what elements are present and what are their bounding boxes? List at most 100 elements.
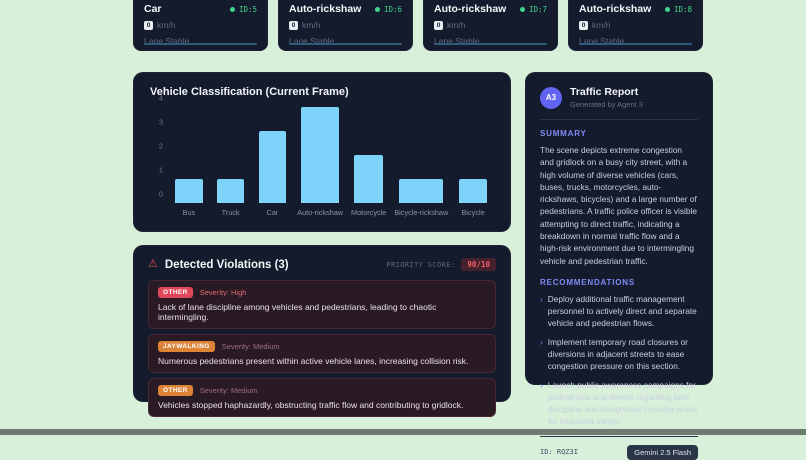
speed-gauge-icon: 0 (434, 20, 443, 30)
violation-type-badge: JAYWALKING (158, 341, 215, 352)
x-tick-label: Truck (221, 208, 240, 217)
x-tick-label: Car (266, 208, 279, 217)
violation-type-badge: OTHER (158, 287, 193, 298)
vehicle-id: ID:5 (238, 4, 257, 14)
y-tick-label: 2 (158, 141, 163, 151)
traffic-report-panel: A3 Traffic Report Generated by Agent 3 S… (525, 72, 713, 460)
tracking-status-dot (519, 6, 525, 12)
violation-row: OTHER Severity: High Lack of lane discipli… (148, 280, 496, 329)
violation-description: Numerous pedestrians present within acti… (158, 356, 469, 366)
chart-bar (216, 179, 245, 203)
recommendation-text: Launch public awareness campaigns for pe… (547, 379, 698, 426)
recommendation-item: › Launch public awareness campaigns for p… (540, 379, 698, 427)
recommendation-item: › Implement temporary road closures or di… (540, 336, 698, 372)
chart-bar (354, 155, 384, 203)
speed-gauge-icon: 0 (289, 20, 298, 30)
tracking-status-dot (374, 6, 380, 12)
chart-y-axis: 0 1 2 3 4 (150, 94, 168, 203)
chart-bar (301, 107, 339, 203)
violation-description: Vehicles stopped haphazardly, obstructin… (158, 400, 464, 410)
chart-bar-column: Motorcycle (351, 107, 386, 219)
y-tick-label: 1 (158, 165, 163, 175)
vehicle-name: Auto-rickshaw (289, 3, 362, 15)
chart-bar-column: Truck (214, 107, 248, 219)
violation-type-badge: OTHER (158, 385, 193, 396)
warning-triangle-icon: ⚠ (148, 258, 158, 270)
chart-bar (258, 131, 287, 203)
recommendations-heading: RECOMMENDATIONS (540, 277, 635, 287)
violation-description: Lack of lane discipline among vehicles a… (158, 302, 437, 322)
y-tick-label: 0 (158, 189, 163, 199)
card-underline (144, 43, 257, 45)
report-subtitle: Generated by Agent 3 (570, 100, 643, 109)
vehicle-card[interactable]: Car ID:5 0 km/h Lane Stable (133, 0, 268, 51)
vehicle-id: ID:8 (673, 4, 692, 14)
speed-gauge-icon: 0 (144, 20, 153, 30)
speed-unit: km/h (592, 20, 611, 30)
violations-title: Detected Violations (3) (164, 258, 289, 271)
chart-bar (175, 179, 203, 203)
chevron-bullet-icon: › (540, 336, 543, 347)
chart-bar-column: Bicycle-rickshaw (394, 107, 448, 219)
detected-violations-panel: ⚠ Detected Violations (3) PRIORITY SCORE… (133, 245, 511, 417)
vehicle-card[interactable]: Auto-rickshaw ID:7 0 km/h Lane Stable (423, 0, 558, 51)
vehicle-id: ID:7 (528, 4, 547, 14)
speed-unit: km/h (157, 20, 176, 30)
chart-bar-column: Bicycle (456, 107, 490, 219)
summary-heading: SUMMARY (540, 129, 587, 138)
x-tick-label: Auto-rickshaw (297, 208, 344, 217)
lane-status: Lane Stable (579, 36, 625, 46)
model-badge: Gemini 2.5 Flash (627, 444, 698, 460)
divider (540, 119, 698, 120)
recommendations-list: › Deploy additional traffic management pe… (540, 293, 698, 427)
x-tick-label: Bicycle-rickshaw (394, 208, 449, 217)
vehicle-name: Auto-rickshaw (579, 3, 652, 15)
vehicle-card[interactable]: Auto-rickshaw ID:8 0 km/h Lane Stable (568, 0, 703, 51)
chart-bar-column: Bus (172, 107, 206, 219)
lane-status: Lane Stable (144, 36, 190, 46)
window-bottom-edge (0, 429, 806, 435)
x-tick-label: Motorcycle (351, 208, 387, 217)
speed-unit: km/h (447, 20, 466, 30)
vehicle-name: Car (144, 3, 162, 15)
speed-gauge-icon: 0 (579, 20, 588, 30)
chart-title: Vehicle Classification (Current Frame) (150, 86, 349, 98)
recommendation-item: › Deploy additional traffic management pe… (540, 293, 698, 329)
vehicle-card[interactable]: Auto-rickshaw ID:6 0 km/h Lane Stable (278, 0, 413, 51)
vehicle-name: Auto-rickshaw (434, 3, 507, 15)
speed-unit: km/h (302, 20, 321, 30)
chart-bar-column: Auto-rickshaw (297, 107, 343, 219)
chart-bar-column: Car (255, 107, 289, 219)
vehicle-classification-chart: Vehicle Classification (Current Frame) 0… (133, 72, 511, 232)
card-underline (579, 43, 692, 45)
tracking-status-dot (664, 6, 670, 12)
violation-row: OTHER Severity: Medium Vehicles stopped ha… (148, 378, 496, 417)
lane-status: Lane Stable (434, 36, 480, 46)
card-underline (434, 43, 547, 45)
x-tick-label: Bus (182, 208, 196, 217)
chart-bar (459, 179, 487, 203)
violation-row: JAYWALKING Severity: Medium Numerous pedes… (148, 334, 496, 373)
vehicle-cards-row: Car ID:5 0 km/h Lane Stable Auto-ricksha… (133, 0, 703, 51)
tracking-status-dot (229, 6, 235, 12)
report-title: Traffic Report (570, 86, 639, 98)
chart-plot-area: Bus Truck Car Auto-rickshaw Motorcycle Bicycl… (168, 107, 494, 219)
y-tick-label: 4 (158, 93, 163, 103)
report-id: ID: RQZ3I (540, 448, 578, 457)
priority-score-label: PRIORITY SCORE: (386, 260, 456, 269)
chevron-bullet-icon: › (540, 379, 543, 390)
card-underline (289, 43, 402, 45)
recommendation-text: Deploy additional traffic management per… (547, 293, 697, 328)
violation-severity: Severity: High (199, 288, 247, 297)
summary-text: The scene depicts extreme congestion and… (540, 145, 697, 266)
recommendation-text: Implement temporary road closures or div… (547, 336, 688, 371)
violation-severity: Severity: Medium (199, 386, 258, 395)
priority-score-badge: 90/10 (461, 258, 496, 271)
y-tick-label: 3 (158, 117, 163, 127)
x-tick-label: Bicycle (461, 208, 485, 217)
violation-severity: Severity: Medium (221, 342, 280, 351)
vehicle-id: ID:6 (383, 4, 402, 14)
agent-avatar: A3 (540, 86, 562, 109)
chevron-bullet-icon: › (540, 293, 543, 304)
chart-bar (399, 179, 444, 203)
